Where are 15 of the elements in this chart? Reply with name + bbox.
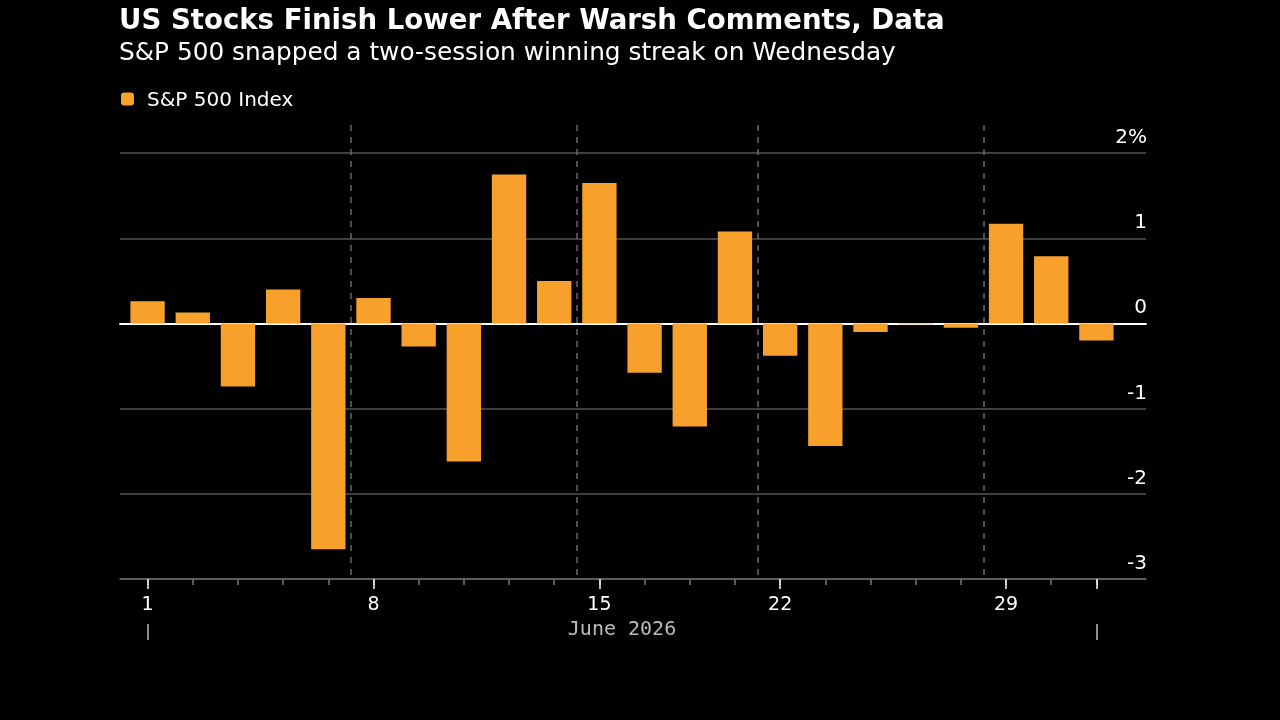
y-tick-label: 0: [1134, 294, 1147, 319]
chart-subtitle: S&P 500 snapped a two-session winning streak on Wednesday: [119, 37, 896, 66]
y-tick-label: -1: [1127, 379, 1147, 404]
x-axis-title: June 2026: [567, 616, 677, 640]
x-tick-label: 22: [768, 591, 793, 614]
x-tick-label: 8: [367, 591, 380, 614]
x-tick-label: 1: [141, 591, 154, 614]
y-tick-label: 1: [1134, 209, 1147, 234]
y-tick-label: -2: [1127, 464, 1147, 489]
chart-title: US Stocks Finish Lower After Warsh Comments, Data: [119, 2, 945, 36]
x-tick-label: 29: [993, 591, 1019, 614]
y-tick-label: 2%: [1115, 124, 1147, 149]
y-tick-label: -3: [1127, 550, 1147, 574]
legend-label: S&P 500 Index: [147, 87, 294, 111]
x-tick-label: 15: [587, 591, 612, 614]
